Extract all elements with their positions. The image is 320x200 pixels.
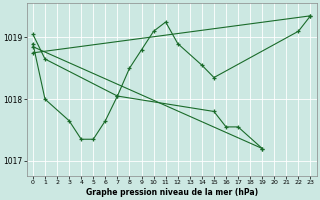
X-axis label: Graphe pression niveau de la mer (hPa): Graphe pression niveau de la mer (hPa) xyxy=(86,188,258,197)
